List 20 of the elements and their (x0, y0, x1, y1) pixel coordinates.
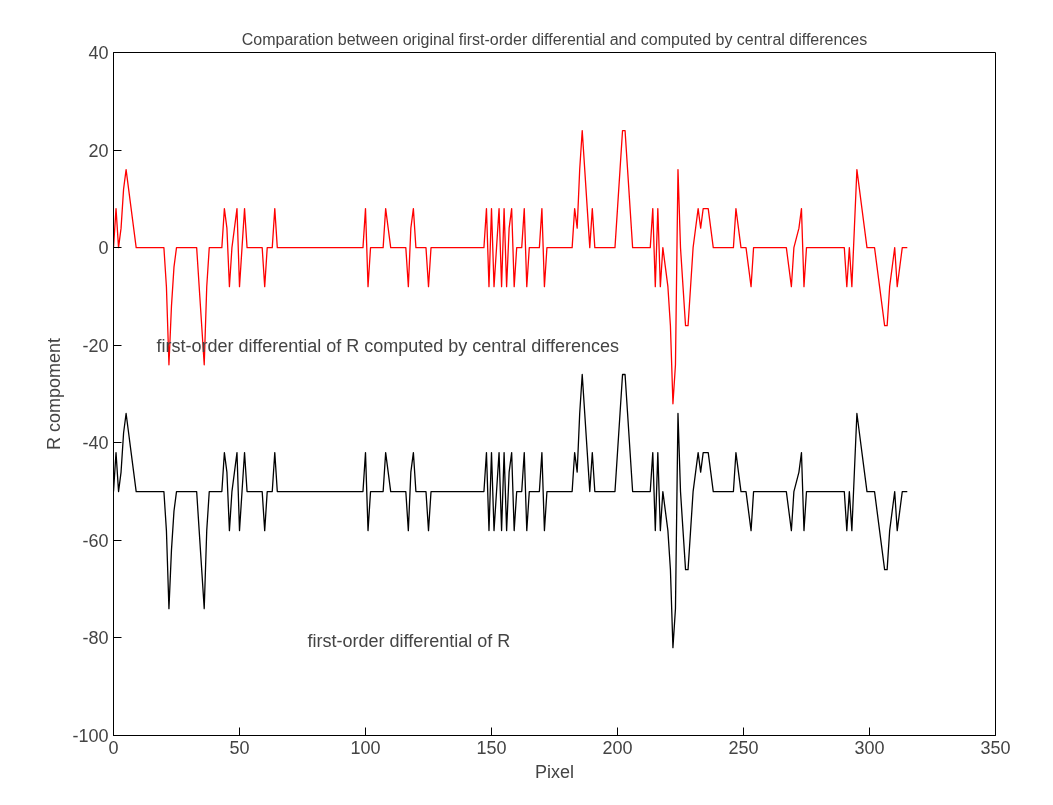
x-tick-label: 250 (728, 737, 759, 758)
y-tick-label: 20 (88, 140, 109, 161)
x-tick-label: 350 (980, 737, 1011, 758)
y-tick-label: -40 (82, 433, 109, 454)
x-tick-label: 50 (229, 737, 250, 758)
y-tick-label: 40 (88, 43, 109, 63)
x-tick-label: 200 (602, 737, 633, 758)
annotation: first-order differential of R (307, 630, 511, 651)
line-series (113, 129, 908, 405)
y-tick-label: -80 (82, 628, 109, 649)
y-tick-label: 0 (98, 238, 109, 259)
y-tick-label: -100 (72, 726, 109, 746)
x-axis-title: Pixel (534, 761, 575, 782)
y-axis-title: R compoment (44, 337, 65, 451)
y-tick-label: -60 (82, 530, 109, 551)
y-tick-label: -20 (82, 335, 109, 356)
x-tick-label: 150 (476, 737, 507, 758)
x-tick-label: 100 (350, 737, 381, 758)
x-tick-label: 300 (854, 737, 885, 758)
chart-title: Comparation between original first-order differential and computed by central differences (241, 30, 868, 48)
